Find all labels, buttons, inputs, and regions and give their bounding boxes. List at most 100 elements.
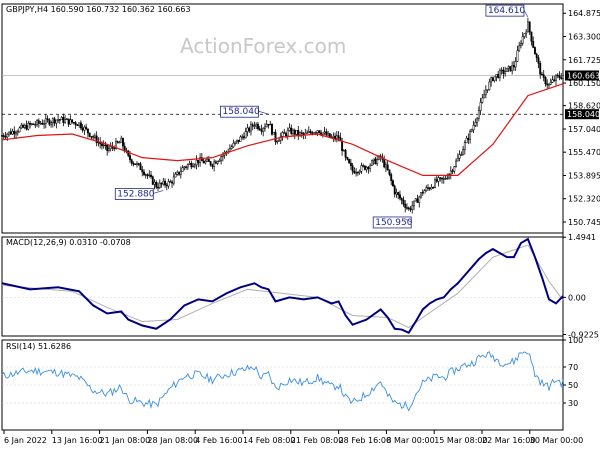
candle-body	[122, 138, 124, 147]
candle-body	[241, 136, 244, 138]
candle-body	[36, 120, 39, 125]
y-tick-label: 153.895	[568, 171, 600, 180]
candle-body	[230, 146, 233, 149]
x-tick-label: 15 Mar 08:00	[434, 436, 487, 445]
candle-body	[64, 119, 67, 123]
candle-body	[234, 141, 237, 144]
candle-body	[337, 135, 340, 138]
candle-body	[72, 121, 75, 124]
y-tick-label: 163.300	[568, 33, 600, 42]
candle-body	[323, 131, 326, 134]
candle-body	[505, 67, 508, 72]
candle-body	[272, 131, 275, 135]
candle-body	[544, 77, 547, 85]
candle-body	[218, 159, 221, 162]
candle-body	[414, 198, 417, 202]
candle-body	[18, 127, 21, 132]
x-tick-label: 28 Jan 08:00	[147, 436, 198, 445]
candle-body	[512, 65, 515, 68]
candle-body	[151, 176, 154, 185]
candle-body	[242, 136, 245, 139]
candle-body	[448, 173, 450, 179]
candle-body	[81, 127, 84, 131]
candle-body	[518, 45, 521, 51]
candle-body	[511, 65, 514, 72]
candle-body	[46, 118, 49, 121]
candle-body	[490, 77, 493, 83]
candle-body	[86, 128, 89, 134]
candle-body	[449, 170, 452, 175]
candle-body	[6, 133, 9, 138]
price-annotation-connector	[153, 190, 164, 194]
candle-body	[325, 131, 328, 136]
candle-body	[444, 178, 447, 180]
candle-body	[271, 123, 273, 135]
candle-body	[362, 165, 365, 167]
candle-body	[188, 162, 191, 165]
y-tick-label: 152.320	[568, 195, 600, 204]
candle-body	[279, 135, 282, 141]
candle-body	[197, 159, 200, 164]
candle-body	[185, 166, 188, 168]
candle-body	[539, 63, 542, 75]
candle-body	[214, 161, 217, 164]
candle-body	[25, 125, 28, 130]
candle-body	[549, 82, 552, 85]
moving-average-line	[1, 83, 564, 176]
candle-body	[421, 192, 424, 194]
candle-body	[423, 190, 426, 194]
candle-body	[342, 150, 345, 152]
candle-body	[202, 160, 205, 164]
candle-body	[535, 53, 538, 59]
candle-body	[427, 187, 429, 189]
candle-body	[469, 130, 472, 140]
candle-body	[167, 181, 170, 187]
candle-body	[488, 81, 491, 90]
price-annotation-box	[220, 105, 259, 118]
candle-body	[141, 169, 144, 173]
candle-body	[541, 73, 543, 76]
candle-body	[441, 177, 443, 180]
candle-body	[260, 129, 263, 132]
candle-body	[369, 165, 372, 169]
price-annotation-connector	[405, 218, 412, 223]
candle-body	[491, 77, 494, 81]
candle-body	[8, 131, 10, 135]
candle-body	[276, 141, 279, 143]
candle-body	[16, 131, 19, 134]
price-annotation-label: 150.950	[375, 218, 412, 228]
candle-body	[316, 130, 319, 133]
candle-body	[309, 131, 312, 133]
candle-body	[458, 154, 461, 159]
candle-body	[409, 208, 412, 210]
candle-body	[321, 132, 324, 135]
candle-body	[295, 130, 298, 135]
candle-body	[500, 69, 503, 72]
candle-body	[283, 132, 286, 134]
candle-body	[285, 133, 287, 136]
candle-body	[558, 75, 561, 78]
candle-body	[255, 123, 258, 127]
candle-body	[349, 162, 352, 166]
candle-body	[498, 70, 501, 78]
candle-body	[370, 160, 373, 166]
candle-body	[148, 174, 151, 177]
candle-body	[39, 123, 42, 125]
price-annotation-label: 152.880	[117, 189, 154, 199]
candle-body	[453, 166, 456, 172]
candle-body	[251, 124, 254, 127]
macd-tick-label: -0.9225	[568, 330, 599, 339]
candle-body	[213, 161, 216, 167]
candle-body	[23, 125, 26, 128]
candle-body	[551, 79, 554, 83]
candle-body	[116, 141, 119, 143]
candle-body	[193, 164, 196, 167]
candle-body	[472, 125, 475, 131]
candle-body	[71, 119, 74, 123]
candle-body	[430, 187, 433, 190]
candle-body	[220, 156, 223, 161]
candle-body	[79, 122, 82, 129]
candle-body	[176, 171, 179, 175]
candle-body	[267, 124, 270, 126]
